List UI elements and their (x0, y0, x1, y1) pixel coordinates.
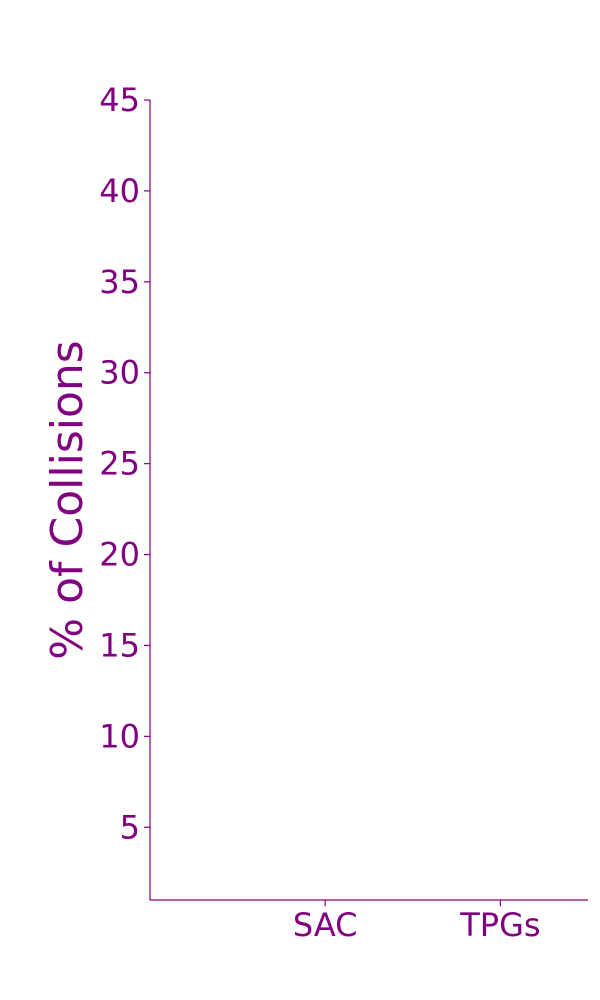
y-tick-label: 35 (99, 263, 140, 301)
y-tick-label: 25 (99, 445, 140, 483)
y-tick-label: 40 (99, 172, 140, 210)
y-tick-label: 15 (99, 626, 140, 664)
x-tick-label-tpgs: TPGs (459, 906, 540, 944)
y-tick-label: 10 (99, 717, 140, 755)
y-axis-title: % of Collisions (42, 340, 93, 659)
y-tick-label: 45 (99, 81, 140, 119)
y-tick-label: 20 (99, 536, 140, 574)
x-tick-label-sac: SAC (293, 906, 358, 944)
y-tick-label: 5 (120, 808, 140, 846)
x-axis: SAC TPGs (150, 899, 588, 944)
y-axis: 5 10 15 20 25 30 35 40 45 (99, 81, 151, 900)
y-tick-label: 30 (99, 354, 140, 392)
